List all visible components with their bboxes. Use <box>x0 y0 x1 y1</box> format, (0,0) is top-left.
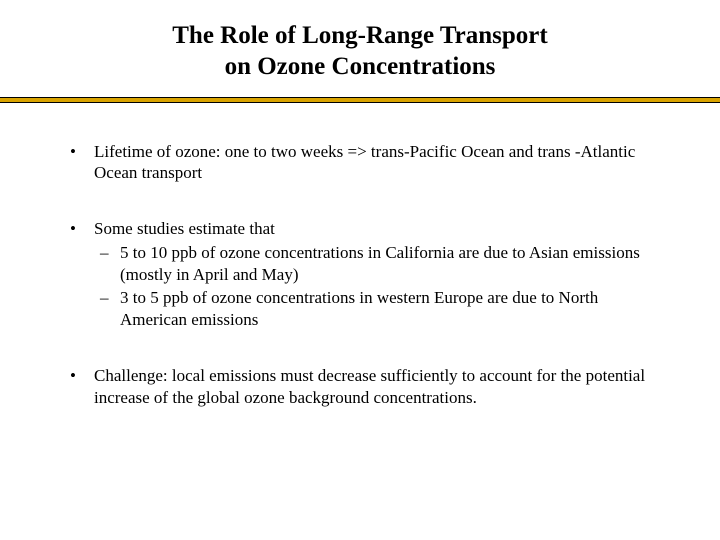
bullet-text: Lifetime of ozone: one to two weeks => t… <box>94 142 635 183</box>
bullet-list: Lifetime of ozone: one to two weeks => t… <box>66 141 660 409</box>
slide: The Role of Long-Range Transport on Ozon… <box>0 0 720 540</box>
slide-content: Lifetime of ozone: one to two weeks => t… <box>0 141 720 409</box>
bullet-item: Some studies estimate that 5 to 10 ppb o… <box>66 218 660 331</box>
bullet-item: Lifetime of ozone: one to two weeks => t… <box>66 141 660 185</box>
sub-bullet-text: 3 to 5 ppb of ozone concentrations in we… <box>120 288 598 329</box>
sub-bullet-item: 3 to 5 ppb of ozone concentrations in we… <box>94 287 660 331</box>
divider-bar <box>0 97 720 103</box>
sub-bullet-list: 5 to 10 ppb of ozone concentrations in C… <box>94 242 660 331</box>
bullet-text: Challenge: local emissions must decrease… <box>94 366 645 407</box>
bullet-item: Challenge: local emissions must decrease… <box>66 365 660 409</box>
sub-bullet-item: 5 to 10 ppb of ozone concentrations in C… <box>94 242 660 286</box>
title-line-2: on Ozone Concentrations <box>60 51 660 82</box>
sub-bullet-text: 5 to 10 ppb of ozone concentrations in C… <box>120 243 640 284</box>
title-line-1: The Role of Long-Range Transport <box>60 20 660 51</box>
slide-title: The Role of Long-Range Transport on Ozon… <box>0 20 720 97</box>
bullet-text: Some studies estimate that <box>94 219 275 238</box>
